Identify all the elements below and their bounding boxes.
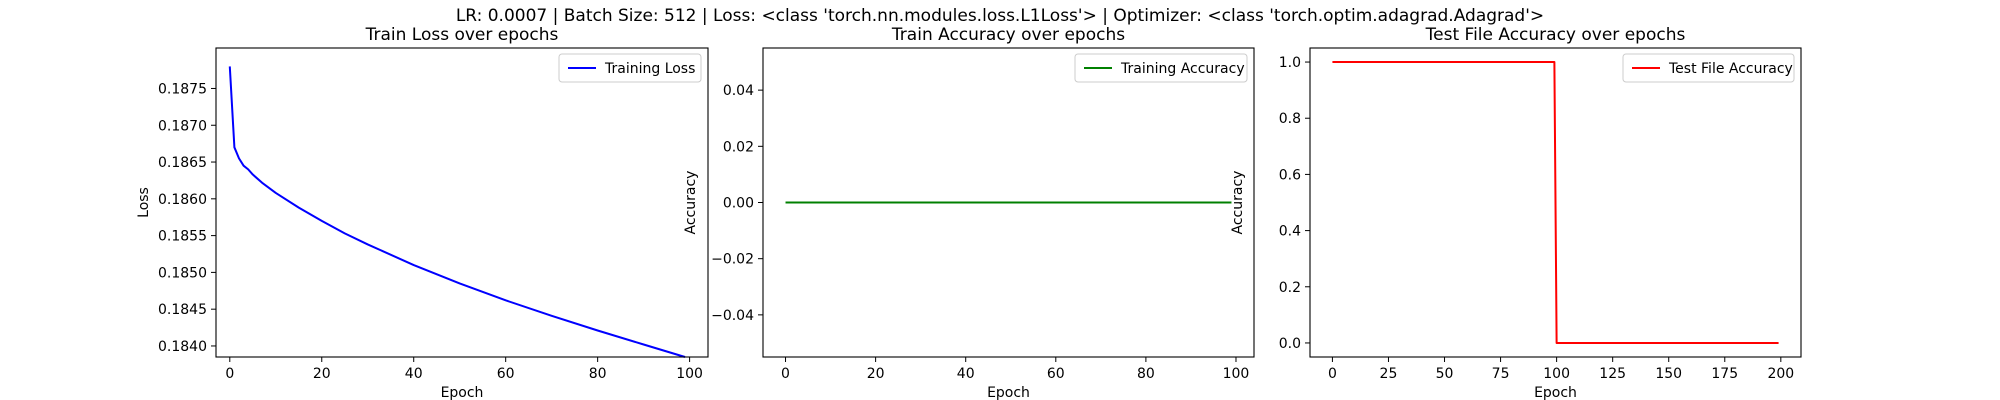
- y-tick-label: 0.1870: [158, 118, 207, 134]
- x-tick-label: 80: [1137, 366, 1155, 382]
- legend-box: [558, 53, 702, 83]
- x-axis-label: Epoch: [441, 385, 484, 400]
- x-tick-label: 60: [497, 366, 515, 382]
- y-tick-label: 0.1875: [158, 81, 207, 97]
- x-tick-label: 175: [1711, 366, 1738, 382]
- x-tick-label: 0: [781, 366, 790, 382]
- chart-title: Train Loss over epochs: [365, 25, 559, 45]
- y-tick-label: 0.04: [723, 83, 754, 99]
- y-tick-label: −0.02: [711, 252, 754, 268]
- x-tick-label: 80: [589, 366, 607, 382]
- x-tick-label: 20: [867, 366, 885, 382]
- y-tick-label: 0.4: [1279, 224, 1301, 240]
- x-tick-label: 0: [1328, 366, 1337, 382]
- legend-label: Test File Accuracy: [1668, 61, 1793, 77]
- x-tick-label: 125: [1599, 366, 1626, 382]
- chart-panel-1: Train Loss over epochs 0 20 40 60 80 100 0.1840…: [136, 25, 709, 400]
- legend: Training Accuracy: [1074, 53, 1248, 83]
- x-axis-label: Epoch: [1534, 385, 1577, 400]
- y-tick-label: 0.0: [1279, 336, 1301, 352]
- axes-frame: [215, 47, 709, 358]
- y-tick-label: 0.1840: [158, 339, 207, 355]
- legend-label: Training Accuracy: [1120, 61, 1245, 77]
- x-tick-label: 200: [1767, 366, 1794, 382]
- y-tick-label: 0.6: [1279, 167, 1301, 183]
- legend: Training Loss: [558, 53, 702, 83]
- legend-box: [1074, 53, 1248, 83]
- legend-label: Training Loss: [604, 61, 695, 77]
- y-tick-label: 0.00: [723, 196, 754, 212]
- series-line-1: [228, 66, 686, 358]
- x-tick-label: 60: [1047, 366, 1065, 382]
- x-tick-label: 100: [1543, 366, 1570, 382]
- x-tick-label: 25: [1380, 366, 1398, 382]
- y-axis-label: Accuracy: [683, 171, 699, 235]
- y-tick-label: −0.04: [711, 308, 754, 324]
- panels: Train Loss over epochs 0 20 40 60 80 100 0.1840…: [136, 25, 1802, 400]
- y-tick-label: 1.0: [1279, 55, 1301, 71]
- y-tick-label: 0.02: [723, 139, 754, 155]
- chart-panel-3: Test File Accuracy over epochs 0 25 50 75 100…: [1230, 25, 1802, 400]
- y-axis-label: Accuracy: [1230, 171, 1246, 235]
- x-tick-label: 40: [405, 366, 423, 382]
- legend: Test File Accuracy: [1622, 53, 1795, 83]
- y-tick-label: 0.1855: [158, 229, 207, 245]
- x-tick-label: 40: [957, 366, 975, 382]
- y-tick-label: 0.1865: [158, 155, 207, 171]
- axes-frame: [1309, 47, 1802, 358]
- chart-title: Test File Accuracy over epochs: [1425, 25, 1686, 45]
- x-tick-label: 0: [225, 366, 234, 382]
- chart-panel-2: Train Accuracy over epochs 0 20 40 60 80 100 −0…: [683, 25, 1255, 400]
- chart-title: Train Accuracy over epochs: [891, 25, 1125, 45]
- x-tick-label: 20: [313, 366, 331, 382]
- x-tick-label: 75: [1492, 366, 1510, 382]
- figure-suptitle: LR: 0.0007 | Batch Size: 512 | Loss: <cl…: [456, 6, 1544, 26]
- x-tick-label: 150: [1655, 366, 1682, 382]
- y-tick-label: 0.1845: [158, 302, 207, 318]
- x-tick-label: 100: [676, 366, 703, 382]
- x-tick-label: 100: [1223, 366, 1250, 382]
- x-axis-label: Epoch: [987, 385, 1030, 400]
- x-tick-label: 50: [1436, 366, 1454, 382]
- y-tick-label: 0.2: [1279, 280, 1301, 296]
- y-tick-label: 0.1850: [158, 265, 207, 281]
- y-tick-label: 0.1860: [158, 192, 207, 208]
- y-tick-label: 0.8: [1279, 111, 1301, 127]
- y-axis-label: Loss: [136, 187, 152, 218]
- legend-box: [1622, 53, 1795, 83]
- series-line-1: [1332, 61, 1779, 344]
